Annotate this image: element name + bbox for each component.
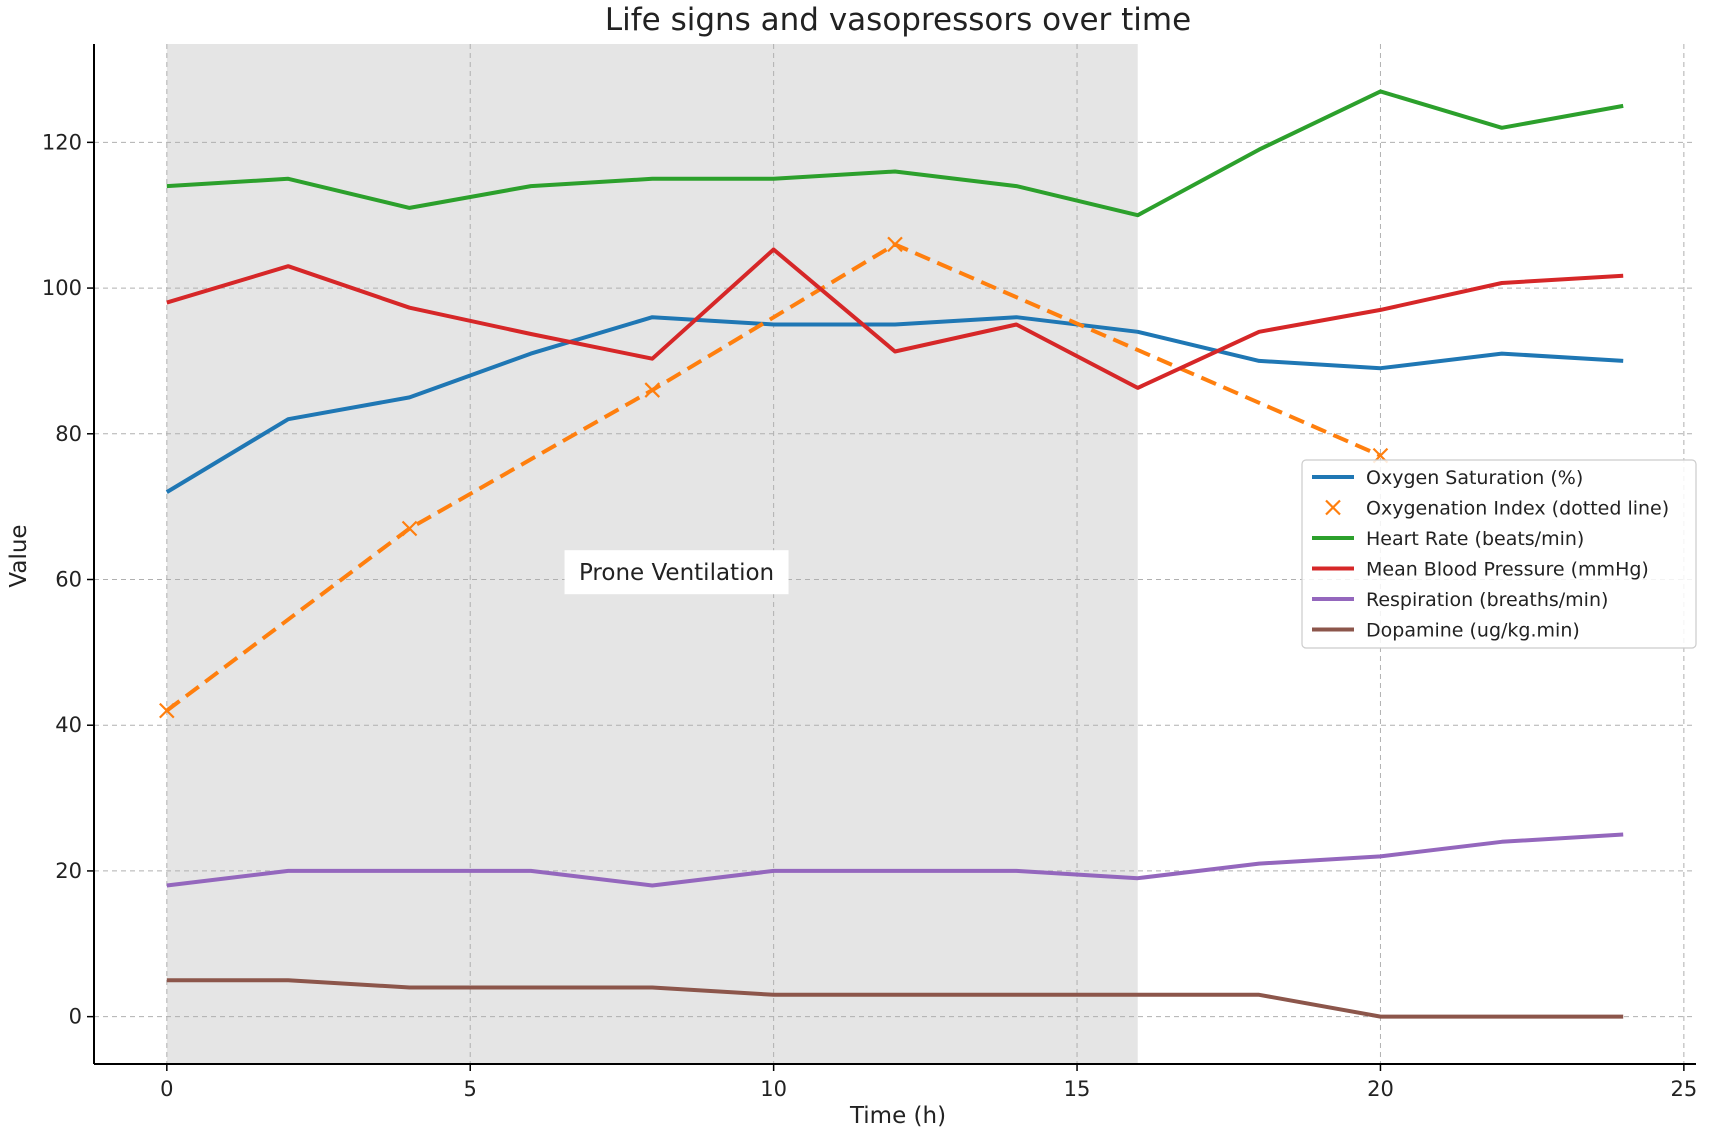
legend-label: Respiration (breaths/min) [1366, 589, 1608, 611]
x-axis-label: Time (h) [849, 1103, 946, 1129]
series-line-2 [166, 89, 1624, 218]
data-point-marker [887, 236, 903, 253]
x-tick-label: 25 [1670, 1077, 1697, 1101]
y-tick-label: 20 [55, 859, 82, 883]
x-tick-label: 5 [464, 1077, 477, 1101]
legend-item: Heart Rate (beats/min) [1312, 528, 1584, 550]
series-line-5 [166, 978, 1624, 1019]
series-line-0 [165, 315, 1624, 494]
legend-marker [1325, 499, 1341, 516]
y-tick-label: 100 [42, 276, 82, 300]
legend-item: Dopamine (ug/kg.min) [1312, 620, 1580, 642]
data-point-marker [159, 702, 175, 719]
series-line-4 [166, 832, 1624, 888]
x-tick-label: 15 [1064, 1077, 1091, 1101]
legend-label: Dopamine (ug/kg.min) [1366, 620, 1580, 642]
data-point-marker [644, 382, 661, 398]
marker-stroke [887, 236, 903, 253]
x-tick-label: 10 [760, 1077, 787, 1101]
legend-item: Mean Blood Pressure (mmHg) [1312, 559, 1649, 581]
data-point-marker [401, 520, 418, 537]
x-tick-label: 0 [160, 1077, 173, 1101]
x-tick-label: 20 [1367, 1077, 1394, 1101]
marker-stroke [644, 382, 661, 398]
legend-item: Respiration (breaths/min) [1312, 589, 1608, 611]
y-tick-label: 120 [42, 130, 82, 154]
legend-item: Oxygenation Index (dotted line) [1325, 498, 1669, 520]
chart-title: Life signs and vasopressors over time [605, 2, 1191, 38]
legend-label: Oxygenation Index (dotted line) [1366, 498, 1669, 520]
legend-label: Mean Blood Pressure (mmHg) [1366, 559, 1649, 581]
y-tick-label: 80 [55, 422, 82, 446]
marker-stroke [159, 702, 175, 719]
legend: Oxygen Saturation (%) Oxygenation Index (… [1301, 459, 1697, 649]
legend-box [1301, 459, 1697, 649]
y-tick-label: 60 [55, 568, 82, 592]
annotation-box [564, 550, 789, 595]
legend-label: Heart Rate (beats/min) [1366, 528, 1584, 550]
legend-label: Oxygen Saturation (%) [1366, 467, 1583, 489]
prone-ventilation-annotation: Prone Ventilation [564, 550, 789, 595]
y-tick-label: 40 [55, 713, 82, 737]
series-line-3 [166, 247, 1624, 390]
legend-item: Oxygen Saturation (%) [1312, 467, 1583, 489]
annotation-label: Prone Ventilation [579, 560, 774, 586]
y-tick-label: 0 [69, 1005, 82, 1029]
y-axis-label: Value [6, 524, 32, 587]
marker-stroke [401, 520, 418, 537]
